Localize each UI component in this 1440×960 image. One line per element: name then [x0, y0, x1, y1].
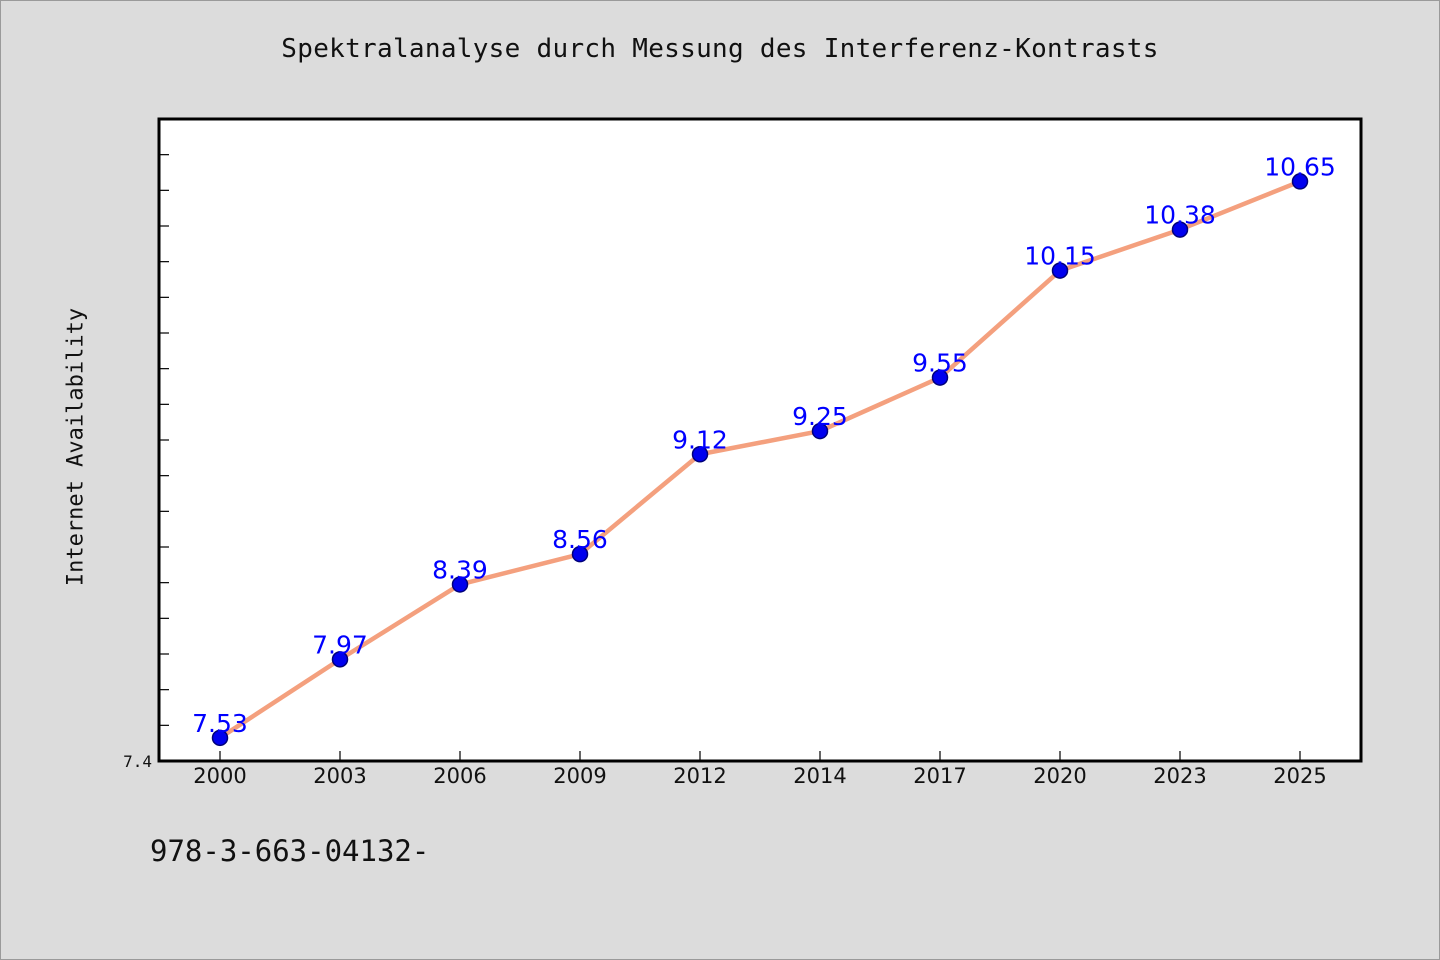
- x-tick-labels: 2000 2003 2006 2009 2012 2014 2017 2020 2023 2025: [193, 764, 1326, 788]
- data-label: 8.56: [552, 525, 608, 554]
- x-tick-label: 2014: [793, 764, 846, 788]
- data-label: 10.15: [1024, 242, 1096, 271]
- y-tick-labels: 7.4: [123, 752, 152, 771]
- x-tick-label: 2012: [673, 764, 726, 788]
- data-points: [211, 173, 1309, 747]
- data-label: 10.65: [1264, 152, 1336, 181]
- data-label: 9.25: [792, 402, 848, 431]
- x-tick-label: 2020: [1033, 764, 1086, 788]
- chart-title: Spektralanalyse durch Messung des Interf…: [281, 34, 1159, 64]
- data-point: [331, 651, 349, 668]
- x-axis-ticks: [219, 751, 1301, 761]
- data-label: 7.53: [192, 709, 248, 738]
- data-label: 9.55: [912, 349, 968, 378]
- data-point: [571, 545, 589, 563]
- data-point: [1171, 221, 1189, 238]
- x-tick-label: 2003: [313, 764, 366, 788]
- data-label: 8.39: [432, 555, 488, 584]
- data-point: [451, 576, 469, 593]
- data-label: 7.97: [312, 630, 368, 659]
- data-point: [691, 446, 709, 463]
- data-point: [931, 369, 949, 386]
- x-tick-label: 2000: [193, 764, 246, 788]
- data-point: [211, 729, 229, 747]
- x-tick-label: 2009: [553, 764, 606, 788]
- plot-area: [157, 117, 1363, 763]
- footer-code: 978-3-663-04132-: [150, 834, 430, 868]
- series-line-group: [217, 179, 1303, 741]
- data-labels: 7.53 7.97 8.39 8.56 9.12 9.25 9.55 10.15 10.38 10…: [192, 152, 1336, 737]
- y-axis-ticks: [159, 154, 169, 726]
- data-label: 10.38: [1144, 201, 1216, 230]
- data-point: [1051, 262, 1069, 279]
- x-tick-label: 2017: [913, 764, 966, 788]
- x-tick-label: 2006: [433, 764, 486, 788]
- y-tick-label: 7.4: [123, 752, 152, 771]
- data-point: [811, 422, 829, 440]
- data-point: [1291, 173, 1309, 190]
- x-tick-label: 2025: [1273, 764, 1326, 788]
- series-line: [217, 179, 1303, 741]
- x-tick-label: 2023: [1153, 764, 1206, 788]
- data-label: 9.12: [672, 425, 728, 454]
